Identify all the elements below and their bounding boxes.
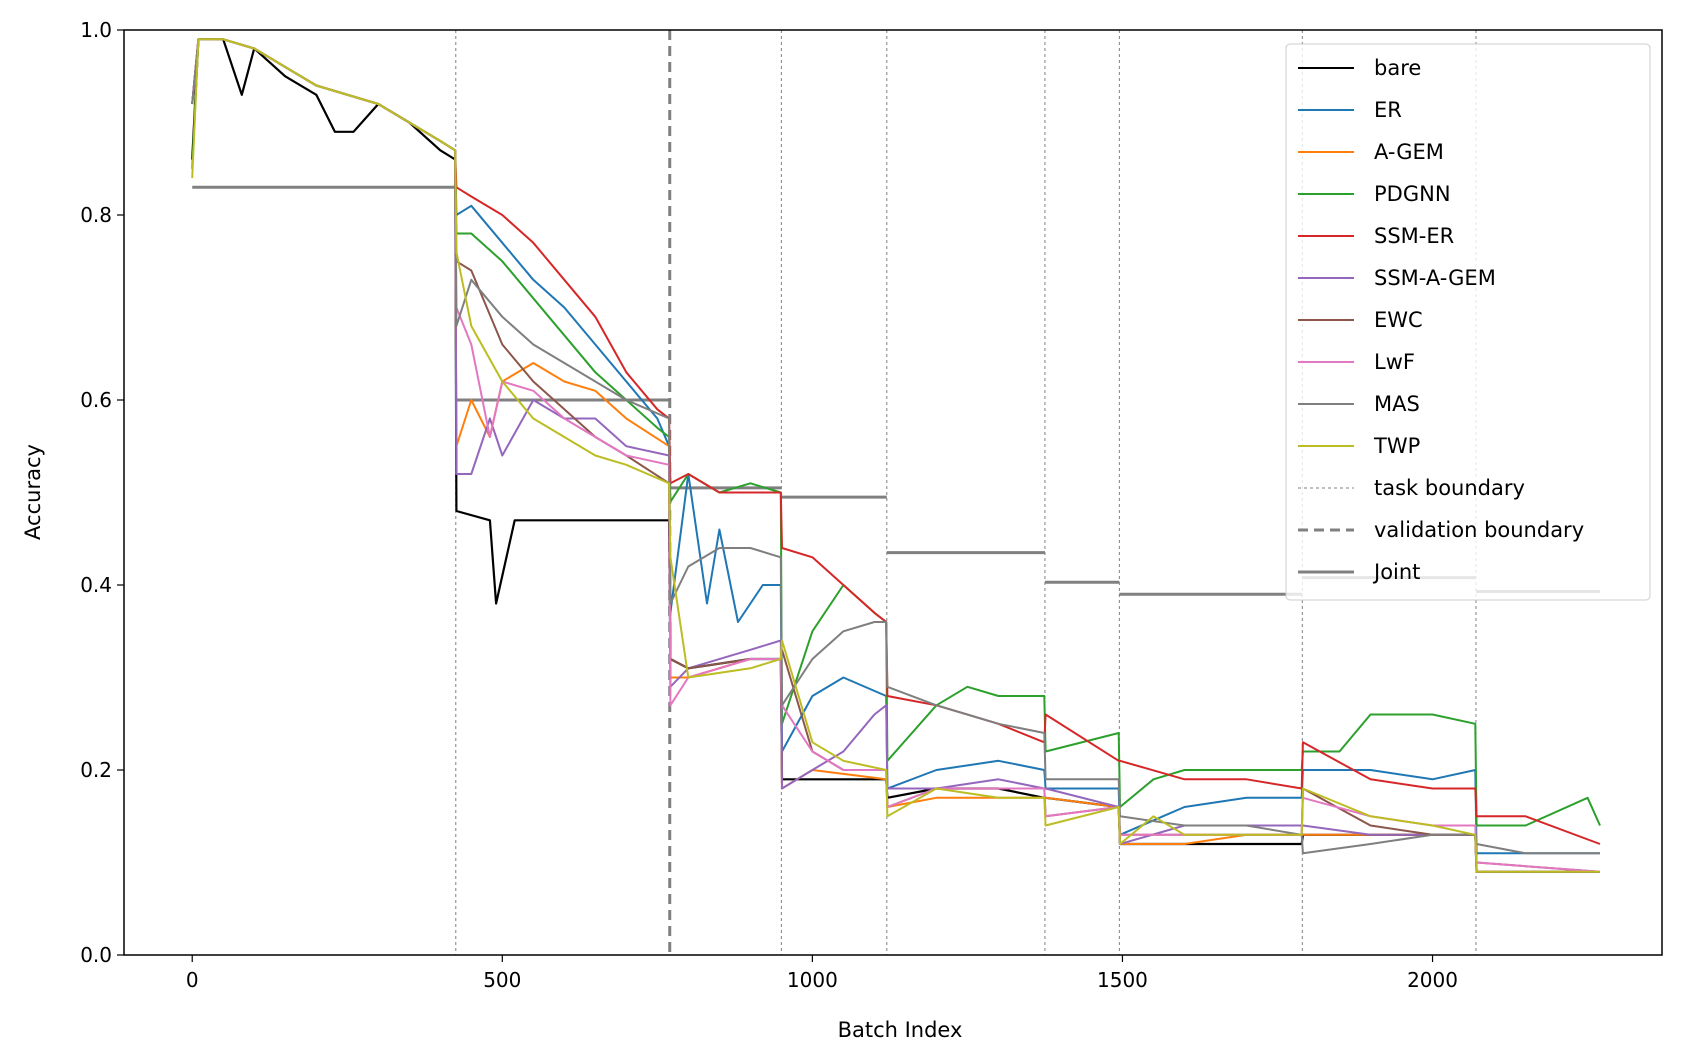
legend: bare ER A-GEM PDGNN SSM-ER SSM-A-GEM EWC LwF MAS… [1285,43,1651,601]
y-axis-label: Accuracy [21,444,45,540]
plot-frame [123,29,1663,956]
legend-box [1285,43,1651,601]
legend-label: TWP [1373,434,1420,458]
y-tick-label: 0.8 [80,203,112,227]
legend-label: MAS [1374,392,1420,416]
x-tick-label: 1000 [787,968,838,992]
x-axis-label: Batch Index [838,1018,963,1042]
legend-label: ER [1374,98,1402,122]
x-tick-label: 500 [483,968,521,992]
legend-label: validation boundary [1374,518,1584,542]
legend-label: bare [1374,56,1421,80]
legend-label: SSM-A-GEM [1374,266,1496,290]
series-layer [191,38,1601,873]
x-tick-label: 2000 [1407,968,1458,992]
y-axis: 0.0 0.2 0.4 0.6 0.8 1.0 [80,18,124,967]
y-tick-label: 0.4 [80,573,112,597]
x-axis: 0 500 1000 1500 2000 [186,955,1458,992]
y-tick-label: 0.0 [80,943,112,967]
legend-label: Joint [1372,560,1420,584]
legend-label: LwF [1374,350,1415,374]
legend-label: A-GEM [1374,140,1444,164]
x-tick-label: 1500 [1097,968,1148,992]
y-tick-label: 0.2 [80,758,112,782]
legend-label: SSM-ER [1374,224,1454,248]
x-tick-label: 0 [186,968,199,992]
y-tick-label: 0.6 [80,388,112,412]
legend-label: PDGNN [1374,182,1451,206]
legend-label: task boundary [1374,476,1525,500]
y-tick-label: 1.0 [80,18,112,42]
legend-label: EWC [1374,308,1423,332]
series-line-twp [191,38,1600,873]
